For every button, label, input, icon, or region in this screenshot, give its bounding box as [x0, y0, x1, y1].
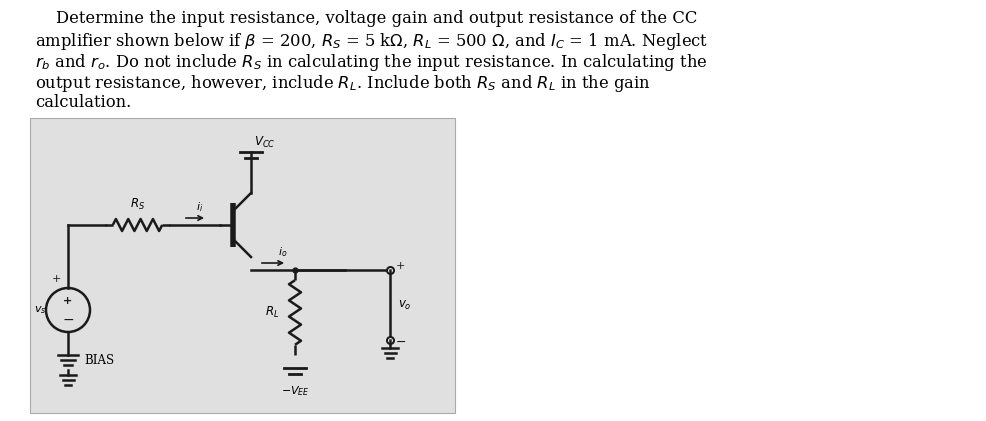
- Text: calculation.: calculation.: [35, 94, 131, 111]
- Text: $i_o$: $i_o$: [278, 245, 288, 259]
- Text: Determine the input resistance, voltage gain and output resistance of the CC: Determine the input resistance, voltage …: [35, 10, 697, 27]
- Text: amplifier shown below if $\beta$ = 200, $R_S$ = 5 k$\Omega$, $R_L$ = 500 $\Omega: amplifier shown below if $\beta$ = 200, …: [35, 31, 708, 52]
- Text: $R_L$: $R_L$: [264, 305, 279, 320]
- Text: $i_i$: $i_i$: [196, 200, 203, 214]
- Bar: [30, 118, 455, 413]
- Text: $v_o$: $v_o$: [397, 298, 411, 312]
- Text: BIAS: BIAS: [84, 354, 114, 367]
- Text: +: +: [63, 296, 73, 306]
- Text: $V_{CC}$: $V_{CC}$: [253, 134, 275, 149]
- Text: $v_s$: $v_s$: [34, 304, 46, 316]
- Text: $-V_{EE}$: $-V_{EE}$: [280, 384, 309, 398]
- Text: $R_S$: $R_S$: [130, 197, 145, 212]
- Text: −: −: [395, 336, 406, 349]
- Text: +: +: [51, 274, 60, 284]
- Text: +: +: [395, 261, 405, 271]
- Text: $r_b$ and $r_o$. Do not include $R_S$ in calculating the input resistance. In ca: $r_b$ and $r_o$. Do not include $R_S$ in…: [35, 52, 707, 73]
- Text: −: −: [62, 313, 74, 327]
- Text: output resistance, however, include $R_L$. Include both $R_S$ and $R_L$ in the g: output resistance, however, include $R_L…: [35, 73, 650, 94]
